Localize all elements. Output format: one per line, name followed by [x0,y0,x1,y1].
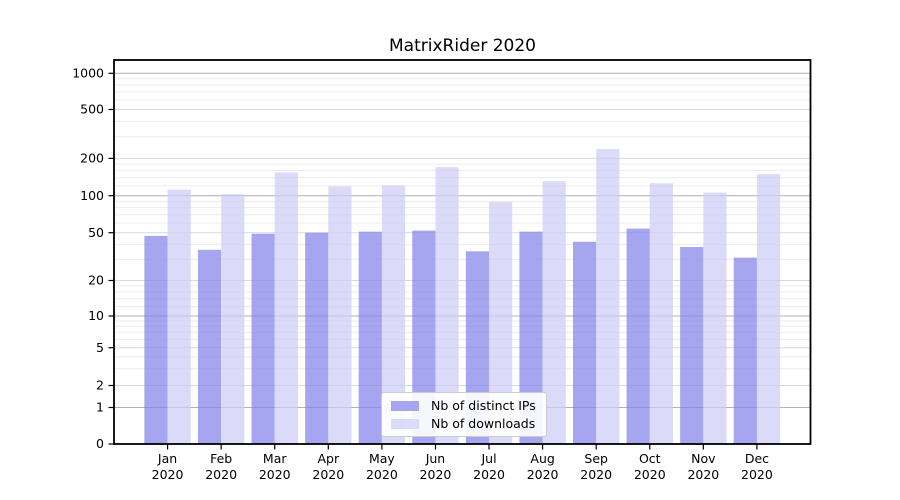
x-tick-label: Aug 2020 [527,451,559,482]
y-tick-label: 5 [96,340,104,355]
bar-distinct-ips [144,235,168,444]
legend-item-downloads: Nb of downloads [391,416,536,431]
legend: Nb of distinct IPs Nb of downloads [381,392,547,437]
bar-downloads [274,172,298,444]
x-tick-label: Apr 2020 [312,451,344,482]
y-tick-label: 100 [80,188,104,203]
x-tick-label: Jul 2020 [473,451,505,482]
bar-downloads [381,185,406,444]
x-tick-label: Jan 2020 [152,451,184,482]
bar-distinct-ips [626,228,650,444]
legend-swatch-distinct-ips [391,400,419,411]
bar-downloads [756,174,781,444]
bar-distinct-ips [572,241,597,444]
bar-distinct-ips [305,232,329,444]
x-tick-label: Oct 2020 [634,451,666,482]
y-tick-label: 20 [88,273,104,288]
y-tick-label: 1000 [72,66,104,81]
axes-frame [113,59,812,445]
y-tick-label: 2 [96,378,104,393]
bar-distinct-ips [197,249,222,444]
bar-downloads [703,192,727,444]
y-tick-label: 1 [96,400,104,415]
x-tick-label: Mar 2020 [259,451,291,482]
bar-downloads [542,181,566,444]
chart-title: MatrixRider 2020 [389,36,536,56]
legend-label-distinct-ips: Nb of distinct IPs [431,398,536,413]
y-tick-label: 0 [96,436,104,451]
bar-distinct-ips [251,233,275,444]
bar-downloads [167,189,191,444]
bar-downloads [596,149,620,444]
x-tick-label: Nov 2020 [687,451,719,482]
x-tick-label: Sep 2020 [580,451,612,482]
legend-label-downloads: Nb of downloads [431,416,536,431]
y-tick-label: 500 [80,102,104,117]
bar-distinct-ips [519,231,543,444]
y-tick-label: 10 [88,308,104,323]
bar-distinct-ips [358,231,382,444]
x-tick-label: May 2020 [366,451,398,482]
x-tick-label: Jun 2020 [420,451,452,482]
legend-swatch-downloads [391,418,419,429]
bar-downloads [221,194,245,444]
y-tick-label: 200 [80,151,104,166]
bar-distinct-ips [733,257,757,444]
bar-downloads [435,167,459,444]
bar-downloads [328,186,352,445]
y-tick-label: 50 [88,225,104,240]
bar-distinct-ips [412,230,436,444]
bar-downloads [489,201,513,444]
bar-downloads [649,183,673,444]
x-tick-label: Dec 2020 [741,451,773,482]
bar-distinct-ips [680,247,704,444]
legend-item-distinct-ips: Nb of distinct IPs [391,398,536,413]
x-tick-label: Feb 2020 [205,451,237,482]
